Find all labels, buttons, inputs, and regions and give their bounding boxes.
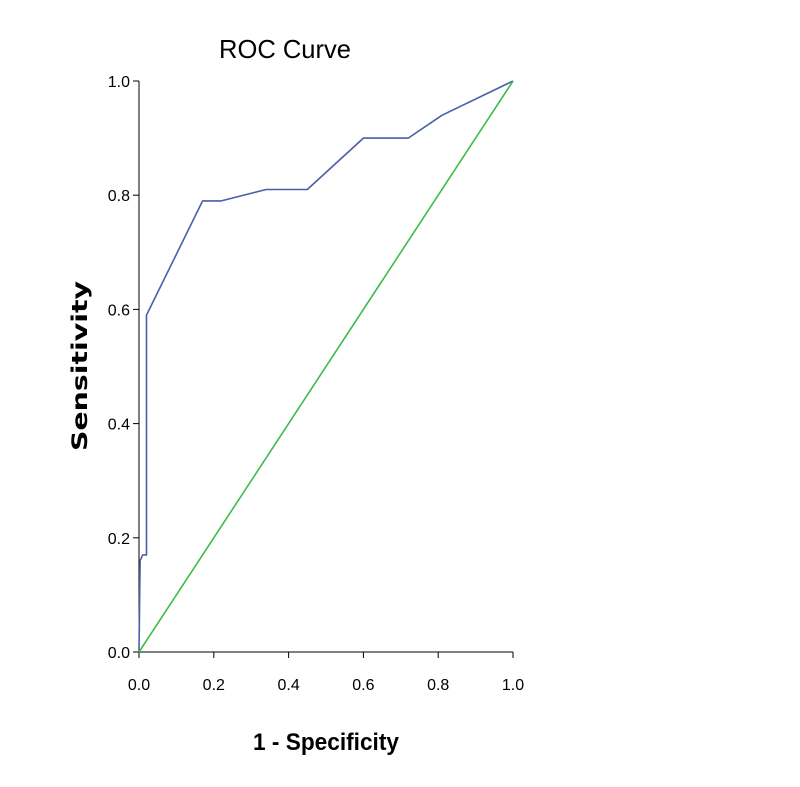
x-tick-label: 0.0 (128, 677, 150, 694)
y-tick-label: 0.6 (108, 302, 130, 319)
x-tick-label: 0.8 (427, 677, 449, 694)
axis-ticks: 0.0 0.2 0.4 0.6 0.8 1.0 0.0 0.2 0.4 0.6 0.8 1.0 (108, 74, 524, 694)
y-tick-label: 0.2 (108, 531, 130, 548)
x-tick-label: 0.6 (352, 677, 374, 694)
x-tick-label: 0.4 (277, 677, 299, 694)
y-tick-label: 1.0 (108, 74, 130, 91)
y-tick-label: 0.4 (108, 417, 130, 434)
y-tick-label: 0.0 (108, 645, 130, 662)
roc-lines (138, 80, 514, 653)
y-axis-label: Sensitivity (68, 281, 92, 451)
x-axis-label: 1 - Specificity (253, 729, 400, 756)
reference-diagonal-line (138, 80, 514, 653)
y-tick-label: 0.8 (108, 188, 130, 205)
chart-title: ROC Curve (219, 34, 351, 64)
x-tick-label: 1.0 (502, 677, 524, 694)
x-tick-label: 0.2 (203, 677, 225, 694)
roc-curve-line (138, 80, 514, 653)
